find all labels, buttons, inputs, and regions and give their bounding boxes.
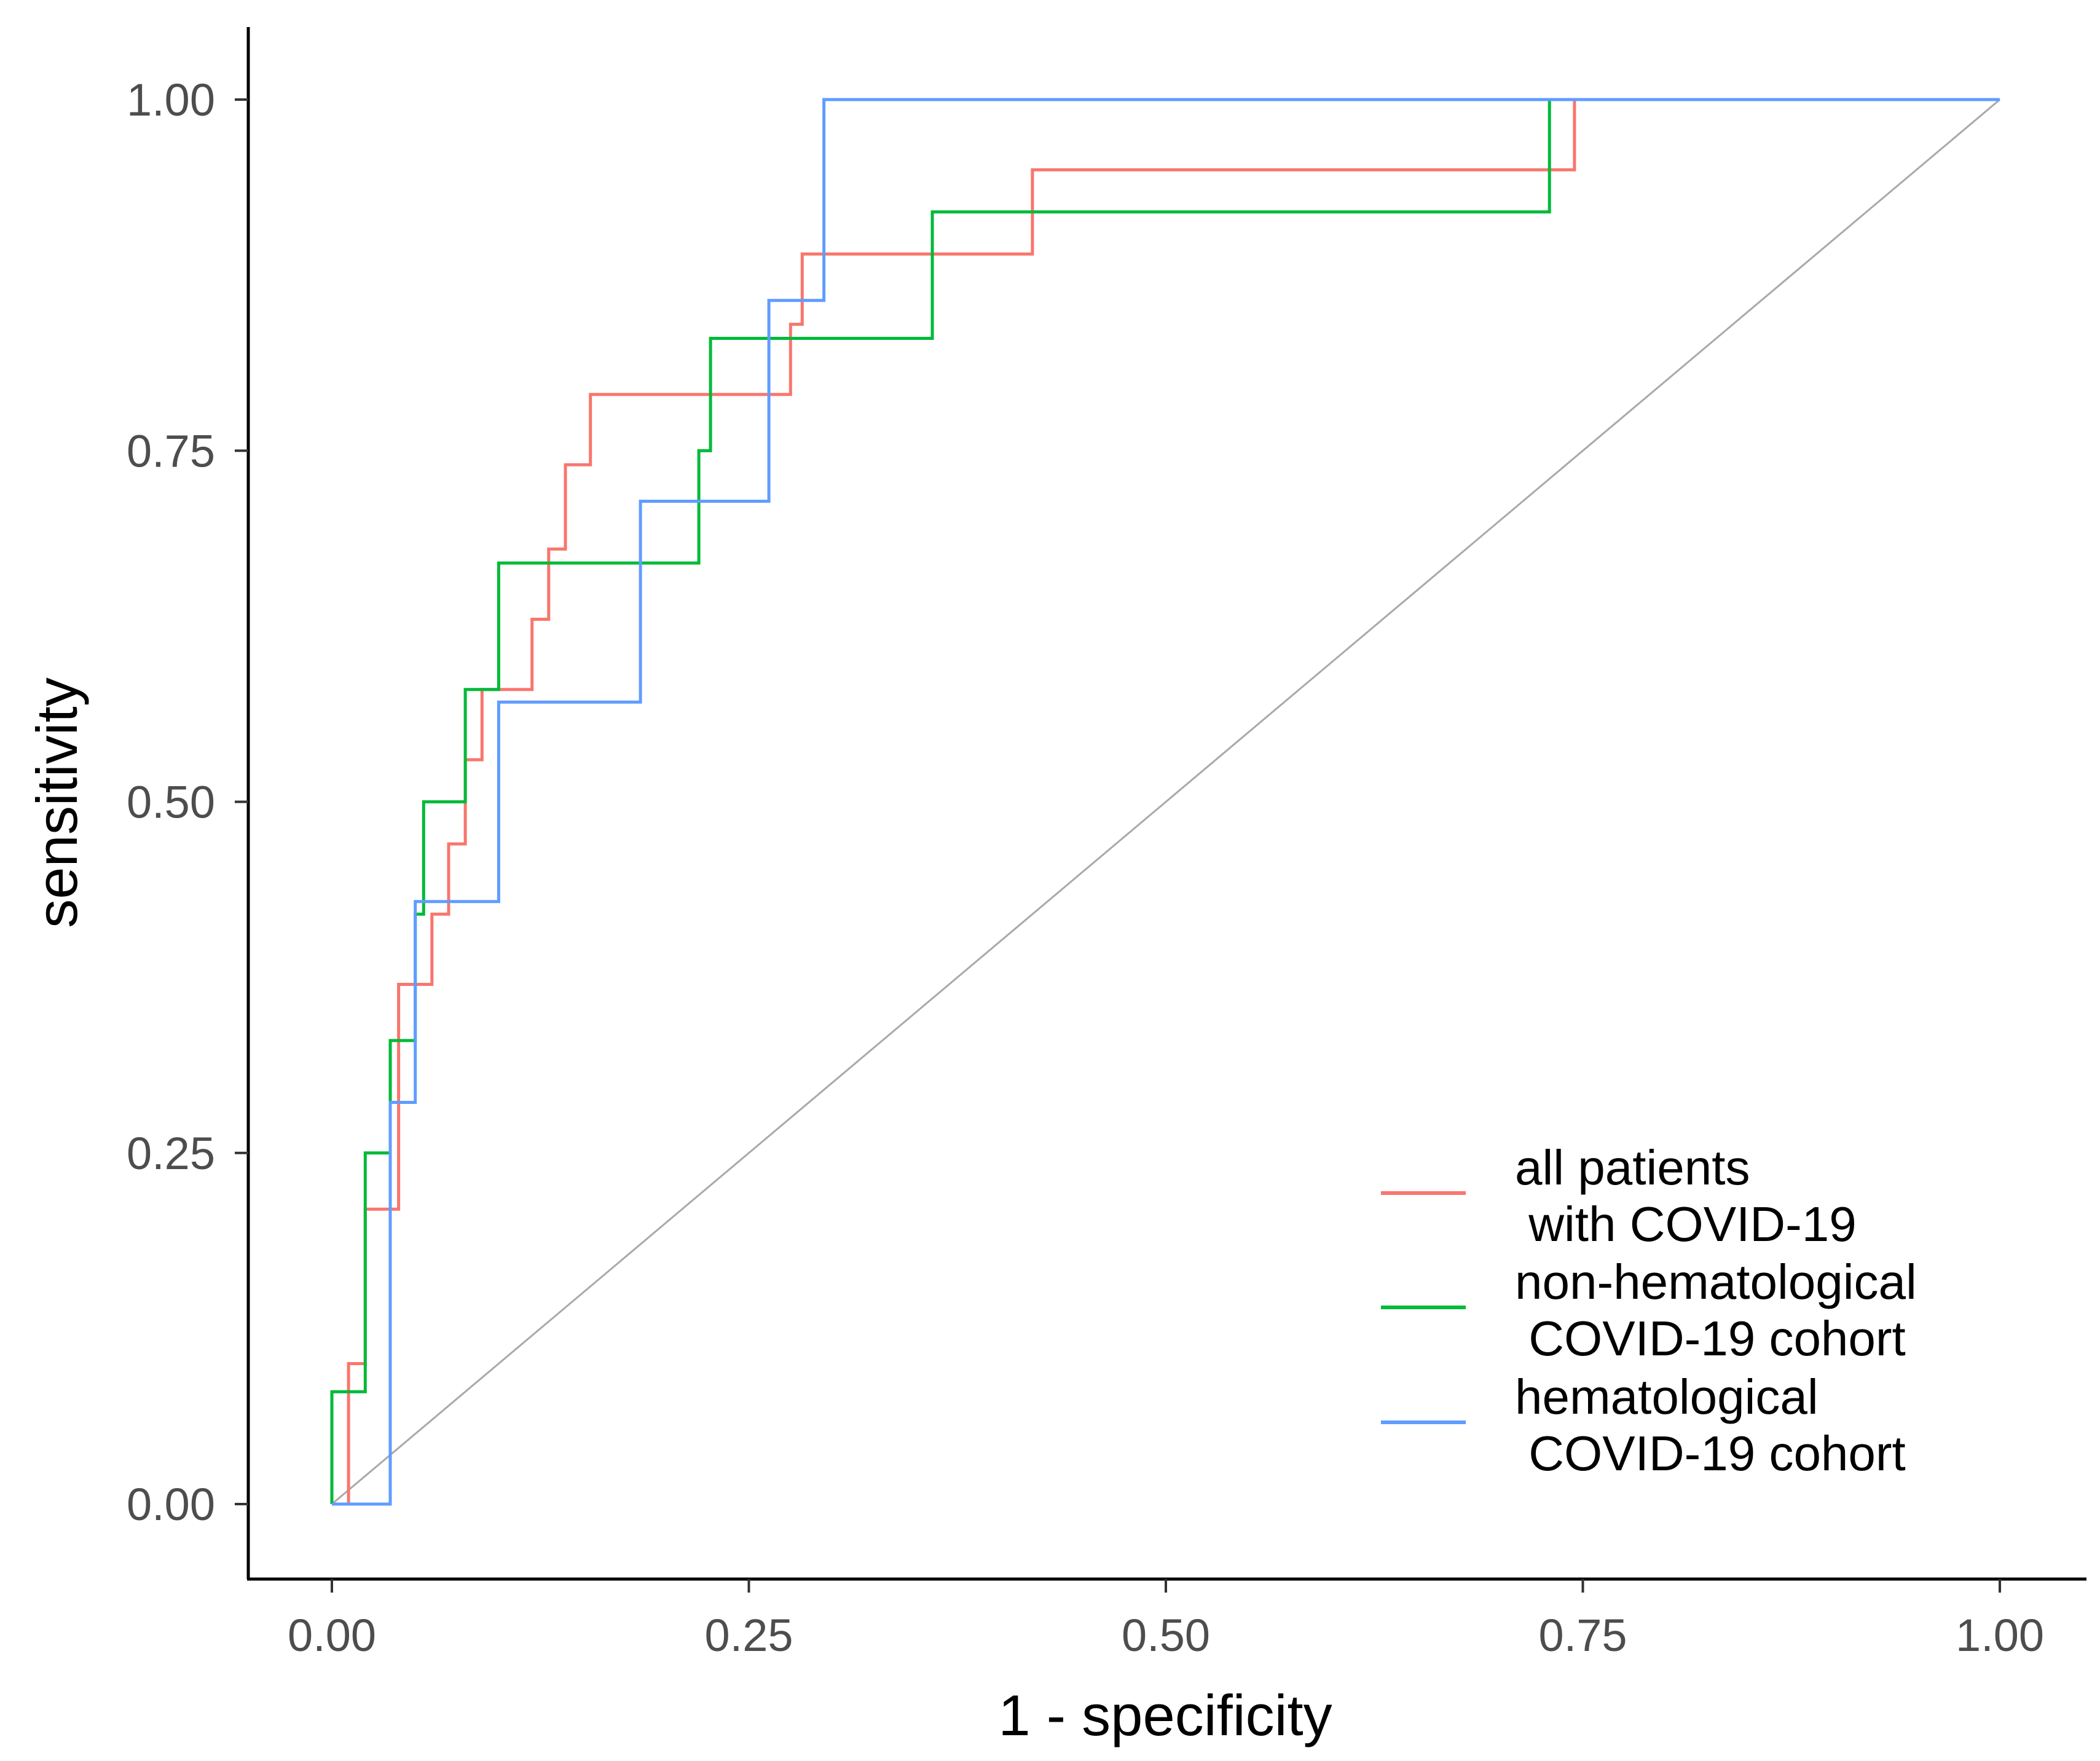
- y-axis-title: sensitivity: [25, 677, 89, 928]
- legend-label: with COVID-19: [1515, 1197, 1857, 1251]
- legend-label: non-hematological: [1515, 1255, 1917, 1309]
- legend-label: all patients: [1515, 1140, 1750, 1195]
- y-tick-label: 0.75: [127, 425, 215, 476]
- legend-label: COVID-19 cohort: [1515, 1426, 1906, 1481]
- legend: all patients with COVID-19non-hematologi…: [1381, 1140, 1917, 1481]
- y-tick-label: 0.50: [127, 777, 215, 828]
- y-tick-label: 0.25: [127, 1128, 215, 1179]
- legend-label: hematological: [1515, 1369, 1819, 1424]
- x-axis-ticks: 0.00 0.25 0.50 0.75 1.00: [288, 1579, 2044, 1661]
- reference-diagonal-line: [331, 98, 2000, 1505]
- roc-curve-2: [330, 98, 2000, 1504]
- y-axis-ticks: 0.00 0.25 0.50 0.75 1.00: [127, 74, 248, 1530]
- x-axis-title: 1 - specificity: [998, 1683, 1332, 1747]
- y-tick-label: 1.00: [127, 74, 215, 125]
- y-tick-label: 0.00: [127, 1479, 215, 1530]
- roc-curve-1: [332, 98, 2000, 1506]
- x-tick-label: 0.75: [1538, 1610, 1627, 1661]
- x-tick-label: 0.00: [288, 1610, 376, 1661]
- x-tick-label: 1.00: [1956, 1610, 2044, 1661]
- x-tick-label: 0.50: [1122, 1610, 1210, 1661]
- reference-line-layer: [331, 98, 2000, 1505]
- legend-label: COVID-19 cohort: [1515, 1311, 1906, 1366]
- roc-curves-layer: [330, 98, 2000, 1506]
- x-tick-label: 0.25: [704, 1610, 793, 1661]
- roc-curve-3: [332, 98, 2000, 1506]
